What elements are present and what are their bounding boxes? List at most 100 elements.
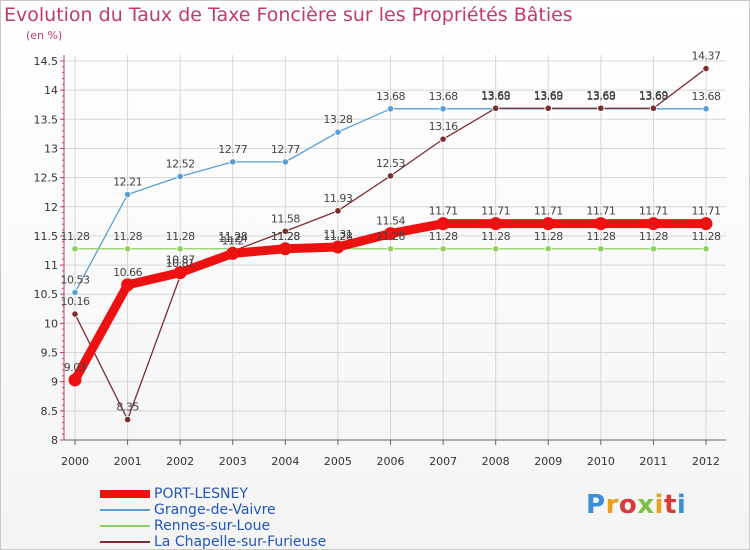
data-point	[439, 135, 447, 143]
data-label: 13.68	[586, 90, 615, 103]
data-point	[597, 245, 605, 253]
data-label: 11.28	[113, 230, 142, 243]
legend-item: Rennes-sur-Loue	[100, 518, 326, 534]
data-label: 10.16	[61, 295, 90, 308]
legend: PORT-LESNEY Grange-de-Vaivre Rennes-sur-Lo…	[100, 486, 326, 550]
data-label: 11.28	[376, 230, 405, 243]
data-label: 11.28	[692, 230, 721, 243]
data-label: 11.28	[429, 230, 458, 243]
data-label: 11.71	[692, 205, 721, 218]
data-point	[334, 128, 342, 136]
data-label: 12.52	[166, 157, 195, 170]
data-point	[594, 217, 608, 231]
data-point	[71, 310, 79, 318]
data-label: 11.71	[481, 205, 510, 218]
data-point	[544, 104, 552, 112]
data-label: 11.28	[639, 230, 668, 243]
y-tick-label: 12.5	[34, 172, 59, 185]
y-unit-label: (en %)	[26, 29, 63, 42]
logo-letter: i	[654, 490, 664, 520]
data-label: 11.28	[166, 230, 195, 243]
data-label: 13.68	[639, 90, 668, 103]
data-label: 11.58	[271, 212, 300, 225]
data-label: 13.16	[429, 120, 458, 133]
grid	[64, 55, 726, 441]
data-point	[386, 105, 395, 113]
legend-swatch	[100, 541, 150, 543]
data-label: 13.68	[692, 90, 721, 103]
data-point	[123, 245, 132, 253]
data-point	[702, 245, 710, 253]
x-tick-label: 2011	[639, 455, 667, 468]
data-label: 12.53	[376, 157, 405, 170]
data-point	[229, 158, 237, 166]
axes: 8 8.5 9 9.5 10 10.5 11 11.5 12 12.5 13 13.5 14 14.5 20…	[34, 55, 726, 468]
data-label: 10.66	[113, 266, 142, 279]
data-point	[646, 217, 660, 231]
data-label: 10.53	[61, 273, 90, 286]
y-tick-label: 10.5	[34, 288, 59, 301]
x-tick-label: 2009	[534, 455, 562, 468]
x-tick-label: 2008	[482, 455, 510, 468]
y-tick-label: 9.5	[41, 347, 59, 360]
legend-swatch	[100, 509, 150, 511]
data-label: 11.28	[271, 230, 300, 243]
x-tick-label: 2005	[324, 455, 352, 468]
data-point	[439, 245, 447, 253]
series-points	[68, 64, 713, 424]
data-label: 13.68	[481, 90, 510, 103]
data-label: 11.71	[586, 205, 615, 218]
data-point	[176, 172, 184, 181]
legend-item: La Chapelle-sur-Furieuse	[100, 534, 326, 550]
data-point	[702, 64, 710, 73]
data-point	[71, 288, 79, 297]
y-tick-label: 12	[44, 201, 58, 214]
legend-label: La Chapelle-sur-Furieuse	[154, 534, 327, 550]
legend-item: Grange-de-Vaivre	[100, 502, 326, 518]
data-point	[123, 190, 132, 199]
data-labels: 10.53 12.21 12.52 12.77 12.77 13.28 13.68 13.68…	[61, 50, 722, 414]
data-label: 14.37	[692, 50, 721, 63]
legend-item: PORT-LESNEY	[100, 486, 326, 502]
data-label: 11.71	[534, 205, 563, 218]
data-point	[121, 278, 135, 292]
data-label: 11.2	[222, 234, 245, 247]
data-label: 11.28	[271, 230, 300, 243]
y-tick-label: 8.5	[41, 405, 59, 418]
x-tick-label: 2007	[429, 455, 457, 468]
data-label: 11.24	[218, 232, 247, 245]
data-point	[492, 104, 500, 112]
x-tick-label: 2012	[692, 455, 720, 468]
data-label: 13.69	[481, 89, 510, 102]
logo-letter: t	[663, 490, 677, 520]
data-point	[489, 217, 503, 231]
data-label: 13.69	[586, 89, 615, 102]
y-tick-label: 11.5	[34, 230, 59, 243]
x-tick-label: 2004	[271, 455, 299, 468]
data-label: 11.28	[323, 230, 352, 243]
data-point	[123, 415, 132, 424]
data-point	[702, 105, 710, 113]
data-point	[331, 240, 345, 254]
data-point	[68, 373, 82, 387]
data-label: 11.71	[429, 205, 458, 218]
data-point	[439, 105, 447, 113]
logo-letter: o	[618, 490, 638, 520]
data-point	[281, 158, 289, 166]
data-point	[226, 246, 240, 260]
data-point	[492, 245, 500, 253]
data-label: 12.77	[271, 143, 300, 156]
y-tick-label: 10	[44, 317, 58, 330]
y-tick-label: 14	[44, 84, 58, 97]
data-label: 11.31	[323, 228, 352, 241]
y-tick-label: 8	[51, 434, 58, 447]
data-label: 10.87	[166, 254, 195, 267]
data-label: 10.81	[166, 257, 195, 270]
data-point	[384, 227, 397, 241]
data-point	[597, 104, 605, 112]
data-label: 13.69	[534, 89, 563, 102]
y-tick-label: 14.5	[34, 55, 59, 68]
data-point	[334, 207, 342, 215]
